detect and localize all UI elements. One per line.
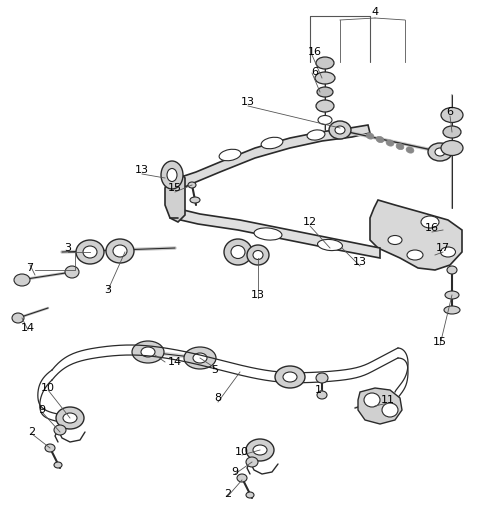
Ellipse shape xyxy=(219,149,241,161)
Ellipse shape xyxy=(190,197,200,203)
Ellipse shape xyxy=(161,161,183,189)
Text: 4: 4 xyxy=(372,7,379,17)
Ellipse shape xyxy=(382,403,398,417)
Text: 10: 10 xyxy=(235,447,249,457)
Ellipse shape xyxy=(54,425,66,435)
Ellipse shape xyxy=(447,266,457,274)
Ellipse shape xyxy=(315,72,335,84)
Text: 15: 15 xyxy=(433,337,447,347)
Ellipse shape xyxy=(275,366,305,388)
Ellipse shape xyxy=(106,239,134,263)
Text: 1: 1 xyxy=(314,385,322,395)
Text: 16: 16 xyxy=(425,223,439,233)
Ellipse shape xyxy=(316,373,328,383)
Text: 17: 17 xyxy=(436,243,450,253)
Ellipse shape xyxy=(318,240,342,250)
Text: 3: 3 xyxy=(64,243,72,253)
Ellipse shape xyxy=(65,266,79,278)
Ellipse shape xyxy=(237,474,247,482)
Ellipse shape xyxy=(246,457,258,467)
Ellipse shape xyxy=(316,57,334,69)
Ellipse shape xyxy=(388,236,402,244)
Ellipse shape xyxy=(246,439,274,461)
Polygon shape xyxy=(165,170,185,222)
Ellipse shape xyxy=(364,393,380,407)
Ellipse shape xyxy=(12,313,24,323)
Text: 2: 2 xyxy=(225,489,231,499)
Ellipse shape xyxy=(113,245,127,257)
Ellipse shape xyxy=(193,353,207,363)
Text: 2: 2 xyxy=(28,427,36,437)
Ellipse shape xyxy=(428,143,452,161)
Ellipse shape xyxy=(366,133,374,139)
Ellipse shape xyxy=(188,182,196,188)
Text: 5: 5 xyxy=(212,365,218,375)
Text: 8: 8 xyxy=(215,393,222,403)
Ellipse shape xyxy=(435,148,445,156)
Text: 10: 10 xyxy=(41,383,55,393)
Ellipse shape xyxy=(247,245,269,265)
Ellipse shape xyxy=(307,130,325,140)
Text: 11: 11 xyxy=(381,395,395,405)
Text: 7: 7 xyxy=(26,263,34,273)
Ellipse shape xyxy=(254,228,282,240)
Text: 3: 3 xyxy=(105,285,111,295)
Ellipse shape xyxy=(83,246,97,258)
Ellipse shape xyxy=(45,444,55,452)
Ellipse shape xyxy=(421,216,439,228)
Ellipse shape xyxy=(316,100,334,112)
Ellipse shape xyxy=(246,492,254,498)
Text: 9: 9 xyxy=(38,405,46,415)
Text: 14: 14 xyxy=(21,323,35,333)
Ellipse shape xyxy=(406,147,414,153)
Ellipse shape xyxy=(231,245,245,259)
Text: 16: 16 xyxy=(308,47,322,57)
Text: 12: 12 xyxy=(303,217,317,227)
Ellipse shape xyxy=(407,250,423,260)
Text: 13: 13 xyxy=(135,165,149,175)
Ellipse shape xyxy=(317,391,327,399)
Ellipse shape xyxy=(56,407,84,429)
Text: 15: 15 xyxy=(168,183,182,193)
Ellipse shape xyxy=(184,347,216,369)
Ellipse shape xyxy=(386,140,394,146)
Ellipse shape xyxy=(141,347,155,357)
Ellipse shape xyxy=(283,372,297,382)
Polygon shape xyxy=(178,125,370,190)
Text: 6: 6 xyxy=(312,67,319,77)
Ellipse shape xyxy=(335,126,345,134)
Ellipse shape xyxy=(76,240,104,264)
Text: 13: 13 xyxy=(251,290,265,300)
Ellipse shape xyxy=(443,126,461,138)
Ellipse shape xyxy=(63,413,77,423)
Ellipse shape xyxy=(396,144,404,150)
Ellipse shape xyxy=(318,115,332,125)
Text: 9: 9 xyxy=(231,467,239,477)
Ellipse shape xyxy=(441,141,463,155)
Text: 13: 13 xyxy=(353,257,367,267)
Ellipse shape xyxy=(317,87,333,97)
Ellipse shape xyxy=(132,341,164,363)
Text: 14: 14 xyxy=(168,357,182,367)
Ellipse shape xyxy=(441,247,456,257)
Ellipse shape xyxy=(14,274,30,286)
Text: 6: 6 xyxy=(446,107,454,117)
Ellipse shape xyxy=(261,137,283,149)
Ellipse shape xyxy=(444,306,460,314)
Ellipse shape xyxy=(253,445,267,455)
Ellipse shape xyxy=(329,121,351,139)
Ellipse shape xyxy=(376,136,384,143)
Ellipse shape xyxy=(445,291,459,299)
Ellipse shape xyxy=(167,169,177,181)
Ellipse shape xyxy=(253,250,263,260)
Ellipse shape xyxy=(224,239,252,265)
Polygon shape xyxy=(370,200,462,270)
Text: 13: 13 xyxy=(241,97,255,107)
Ellipse shape xyxy=(54,462,62,468)
Polygon shape xyxy=(172,208,380,258)
Polygon shape xyxy=(358,388,402,424)
Ellipse shape xyxy=(441,107,463,123)
